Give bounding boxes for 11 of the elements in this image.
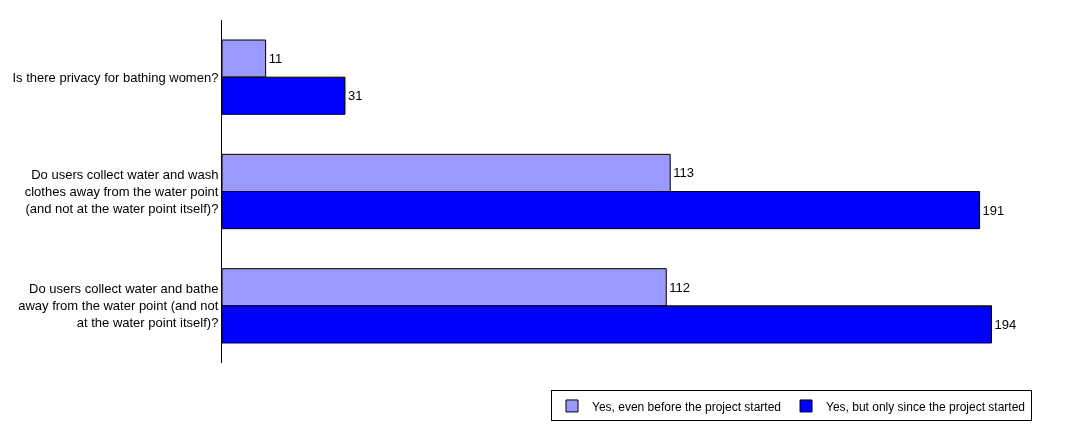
data-label: 11	[268, 51, 283, 67]
data-label: 194	[994, 316, 1017, 332]
data-label: 191	[982, 202, 1005, 218]
y-tick-label: Is there privacy for bathing women?	[12, 69, 219, 85]
y-tick-label: Do users collect water and wash clothes away from the water point (and not at the water point itself)?	[24, 167, 219, 216]
data-label: 112	[669, 279, 690, 295]
y-tick-label: Do users collect water and bathe away from the water point (and not at the water point itself)?	[18, 281, 219, 331]
data-label: 31	[347, 88, 363, 104]
legend-label: Yes, even before the project started	[592, 399, 782, 414]
legend-label: Yes, but only since the project started	[826, 399, 1026, 414]
data-label: 113	[673, 165, 694, 181]
